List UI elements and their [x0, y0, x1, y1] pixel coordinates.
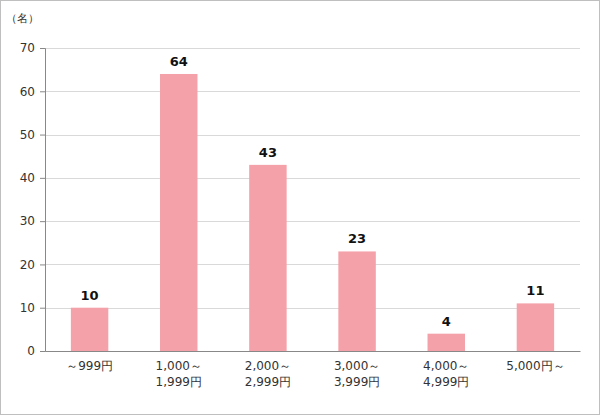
tick: 20: [20, 258, 45, 272]
tick-label: ～999円: [66, 359, 113, 373]
tick-label: 20: [20, 258, 35, 272]
tick-label-line: 3,999円: [334, 375, 380, 389]
data-label: 43: [259, 145, 277, 160]
y-axis: 0 10 20 30 40 50 60 70: [20, 41, 46, 358]
data-label: 10: [81, 288, 99, 303]
data-labels: 10 64 43 23 4 11: [81, 54, 545, 329]
tick: 70: [20, 41, 45, 55]
tick-mark: [40, 91, 45, 92]
tick: 3,000～ 3,999円: [334, 351, 380, 389]
bar: [338, 251, 375, 351]
axis-line: [46, 351, 581, 352]
data-label: 11: [526, 283, 544, 298]
grid-line: [45, 91, 580, 92]
tick-label: 10: [20, 301, 35, 315]
tick-label: 3,000～ 3,999円: [334, 359, 380, 389]
tick-label-line: 2,999円: [245, 375, 291, 389]
chart: 010203040506070～999円1,000～1,999円2,000～2,…: [0, 0, 600, 415]
tick-label: 70: [20, 41, 35, 55]
tick: 10: [20, 301, 45, 315]
x-axis: ～999円 1,000～ 1,999円 2,000～ 2,999円 3,000～ 3,999…: [46, 351, 581, 389]
bar: [517, 303, 554, 351]
tick-label: 2,000～ 2,999円: [245, 359, 291, 389]
grid-line: [45, 178, 580, 179]
tick-mark: [40, 264, 45, 265]
tick: 50: [20, 128, 45, 142]
frame: [1, 1, 600, 415]
grid-line: [45, 308, 580, 309]
tick-label-line: 3,000～: [334, 359, 380, 373]
tick: 1,000～ 1,999円: [156, 351, 202, 389]
tick-mark: [40, 308, 45, 309]
tick-label: 40: [20, 171, 35, 185]
bar: [160, 74, 197, 351]
tick-label-line: 1,999円: [156, 375, 202, 389]
tick-label: 4,000～ 4,999円: [423, 359, 469, 389]
grid-line: [45, 135, 580, 136]
tick-mark: [40, 48, 45, 49]
tick-label: 5,000円～: [506, 359, 564, 373]
bar: [71, 308, 108, 351]
axis-line: [40, 49, 46, 352]
grid-line: [45, 48, 580, 49]
tick: ～999円: [66, 351, 113, 373]
grid-line: [45, 221, 580, 222]
tick-label: 60: [20, 85, 35, 99]
tick-label-line: 4,000～: [423, 359, 469, 373]
tick: 4,000～ 4,999円: [423, 351, 469, 389]
tick: 30: [20, 214, 45, 228]
tick-label: 30: [20, 214, 35, 228]
tick: 60: [20, 85, 45, 99]
grid-line: [45, 351, 580, 352]
tick: 0: [27, 344, 45, 358]
tick-label-line: 5,000円～: [506, 359, 564, 373]
data-label: 23: [348, 231, 366, 246]
tick-mark: [40, 221, 45, 222]
tick-mark: [40, 178, 45, 179]
data-label: 64: [170, 54, 188, 69]
tick-label-line: 1,000～: [156, 359, 202, 373]
tick: 5,000円～: [506, 351, 564, 373]
tick-label-line: ～999円: [66, 359, 113, 373]
bar: [249, 165, 286, 351]
bar: [428, 334, 465, 351]
tick: 40: [20, 171, 45, 185]
tick-label-line: 4,999円: [423, 375, 469, 389]
tick-mark: [40, 351, 45, 352]
tick-mark: [40, 135, 45, 136]
tick-label: 1,000～ 1,999円: [156, 359, 202, 389]
grid-line: [45, 264, 580, 265]
tick-label: 0: [27, 344, 35, 358]
tick-label-line: 2,000～: [245, 359, 291, 373]
tick: 2,000～ 2,999円: [245, 351, 291, 389]
data-label: 4: [442, 314, 451, 329]
tick-label: 50: [20, 128, 35, 142]
grid: [45, 49, 580, 352]
y-axis-title: （名）: [6, 12, 39, 25]
bars: [71, 74, 554, 351]
